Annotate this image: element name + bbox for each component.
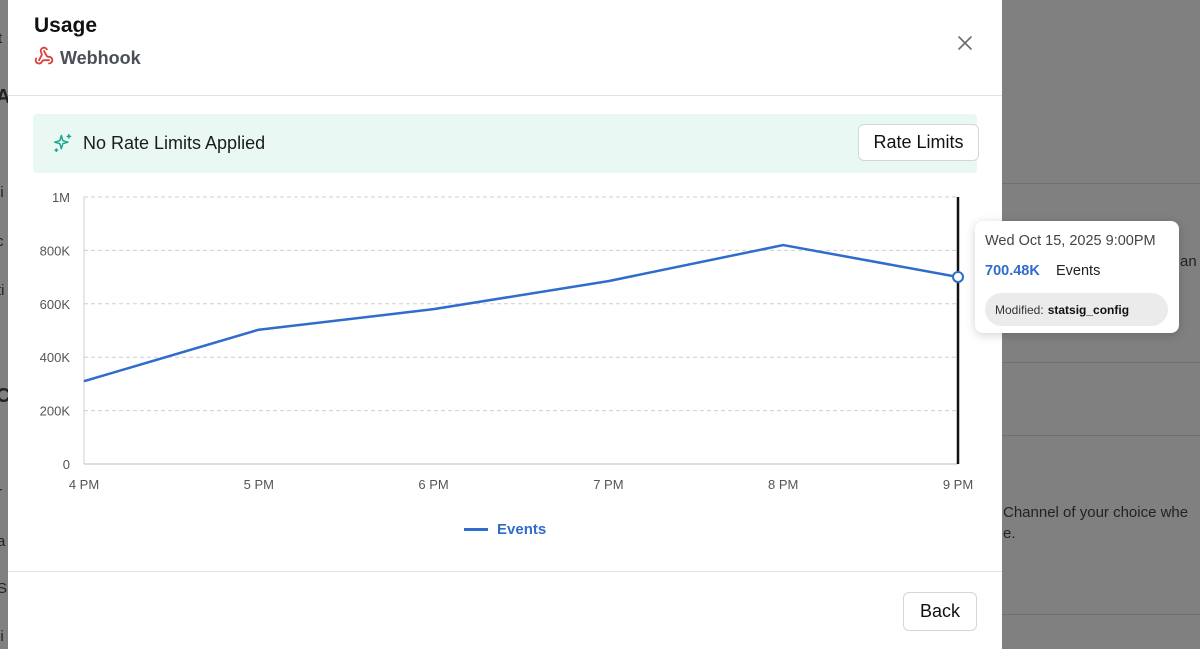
close-icon <box>958 36 972 50</box>
bg-divider <box>1002 362 1200 363</box>
bg-fragment: A <box>0 86 11 108</box>
bg-fragment: S <box>0 580 8 597</box>
bg-divider <box>1002 614 1200 615</box>
bg-divider <box>1002 183 1200 184</box>
bg-fragment: r <box>0 484 2 501</box>
tooltip-date: Wed Oct 15, 2025 9:00PM <box>985 233 1156 249</box>
bg-fragment: ti <box>0 282 5 299</box>
legend-label: Events <box>497 521 547 538</box>
modal-title: Usage <box>34 14 98 37</box>
legend-swatch <box>464 528 488 531</box>
hovered-data-point[interactable] <box>952 270 964 283</box>
bg-fragment: li <box>0 184 4 201</box>
usage-modal: Usage Webhook No Rate Limits Applied Rat… <box>8 0 1002 649</box>
bg-fragment: Channel of your choice whe <box>1003 504 1189 521</box>
bg-fragment: li <box>0 628 4 645</box>
x-tick-label: 5 PM <box>244 477 274 492</box>
header-divider <box>8 95 1002 96</box>
events-line-chart: 0 200K 400K 600K 800K 1M 4 PM 5 PM 6 PM 7 PM 8 PM 9… <box>40 190 974 492</box>
webhook-icon <box>34 46 54 71</box>
banner-text: No Rate Limits Applied <box>83 133 266 153</box>
modal-subtitle-label: Webhook <box>60 48 141 68</box>
tooltip-value: 700.48K <box>985 263 1040 279</box>
bg-fragment: t <box>0 30 3 47</box>
footer-divider <box>8 571 1002 572</box>
bg-fragment: e. <box>1003 525 1016 542</box>
x-tick-label: 4 PM <box>69 477 99 492</box>
modal-subtitle: Webhook <box>34 46 141 71</box>
bg-fragment: c <box>0 233 4 250</box>
x-tick-label: 8 PM <box>768 477 798 492</box>
x-tick-label: 9 PM <box>943 477 973 492</box>
sparkle-icon <box>53 133 73 158</box>
chart-legend[interactable]: Events <box>464 521 546 538</box>
y-tick-label: 600K <box>40 297 71 312</box>
bg-fragment: a <box>0 533 6 550</box>
tooltip-modified-value: statsig_config <box>1047 302 1130 317</box>
chart-tooltip: Wed Oct 15, 2025 9:00PM 700.48K Events M… <box>975 221 1179 333</box>
tooltip-modified-label: Modified: <box>995 302 1044 317</box>
x-tick-label: 6 PM <box>418 477 448 492</box>
y-tick-label: 0 <box>63 457 70 472</box>
bg-divider <box>1002 435 1200 436</box>
rate-limits-button[interactable]: Rate Limits <box>858 124 979 161</box>
back-button[interactable]: Back <box>903 592 977 631</box>
bg-fragment: an <box>1180 253 1197 270</box>
y-tick-label: 200K <box>40 404 71 419</box>
y-tick-label: 400K <box>40 350 71 365</box>
y-tick-label: 1M <box>52 190 70 205</box>
close-button[interactable] <box>954 32 976 54</box>
tooltip-modified-pill: Modified: statsig_config <box>985 293 1168 326</box>
rate-limit-banner: No Rate Limits Applied Rate Limits <box>33 114 979 173</box>
y-tick-label: 800K <box>40 243 71 258</box>
series-line-events <box>83 243 959 383</box>
x-tick-label: 7 PM <box>593 477 623 492</box>
tooltip-metric: Events <box>1056 263 1101 279</box>
